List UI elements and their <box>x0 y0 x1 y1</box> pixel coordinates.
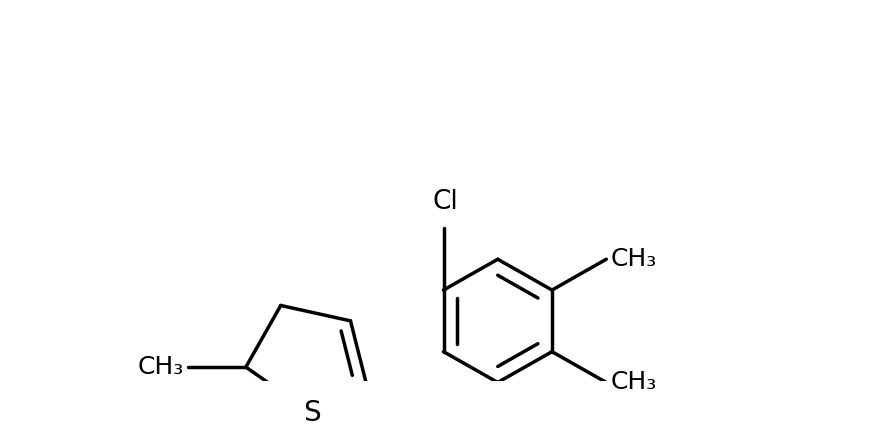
Text: S: S <box>303 399 320 427</box>
Text: CH₃: CH₃ <box>610 371 656 395</box>
Text: CH₃: CH₃ <box>138 355 183 379</box>
Text: CH₃: CH₃ <box>610 247 656 271</box>
Text: Cl: Cl <box>432 189 458 214</box>
